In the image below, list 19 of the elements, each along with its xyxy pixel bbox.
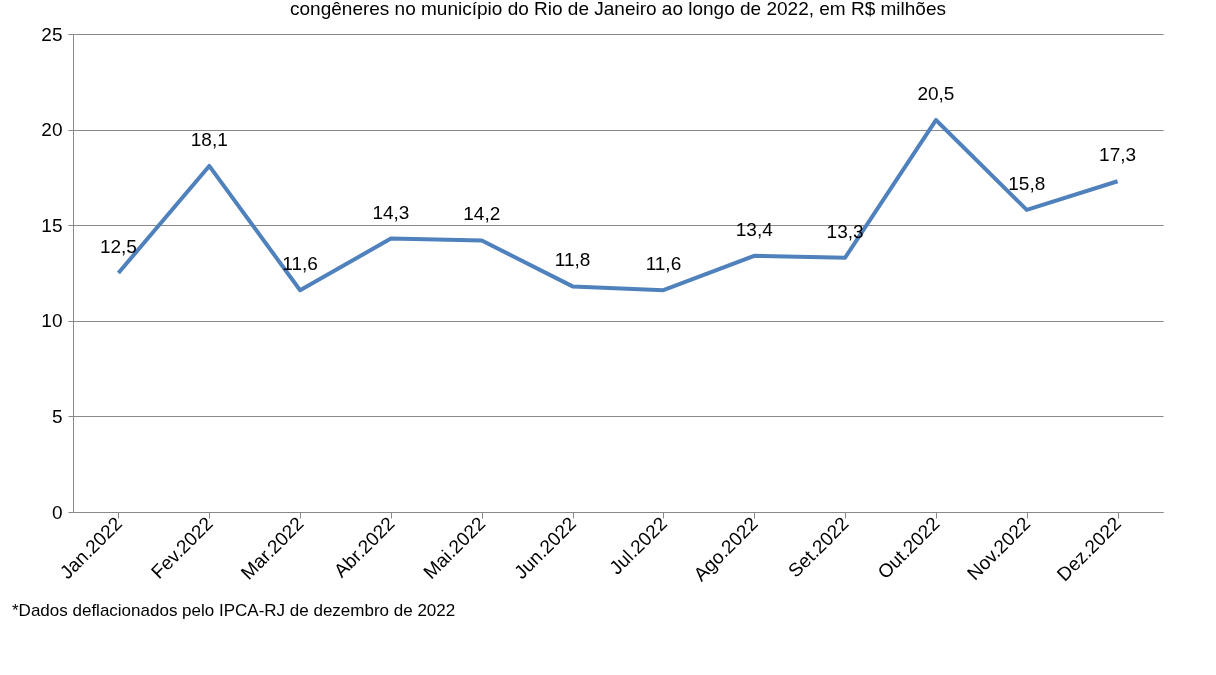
y-tick-label: 0 xyxy=(51,501,63,523)
text: *Dados deflacionados pelo IPCA-RJ de dezembro de 2022 xyxy=(12,601,457,621)
data-label: 13,4 xyxy=(735,218,774,240)
data-label: 18,1 xyxy=(190,128,228,150)
y-tick-label: 10 xyxy=(41,310,63,332)
data-label: 11,6 xyxy=(282,253,318,275)
data-label: 14,3 xyxy=(372,201,410,223)
y-tick-label: 5 xyxy=(51,405,63,427)
chart-title: congêneres no município do Rio de Janeiro ao longo de 2022, em R$ milhões xyxy=(290,0,946,19)
data-label: 15,8 xyxy=(1008,172,1046,194)
data-label: 12,5 xyxy=(99,236,137,257)
y-tick-label: 25 xyxy=(41,23,63,45)
y-tick-label: 15 xyxy=(41,214,63,236)
y-tick-label: 20 xyxy=(41,119,63,141)
data-label: 11,8 xyxy=(554,249,591,271)
data-label: 11,6 xyxy=(645,253,682,275)
data-label: 17,3 xyxy=(1099,144,1137,166)
data-label: 14,2 xyxy=(463,203,501,225)
data-label: 20,5 xyxy=(917,83,955,105)
